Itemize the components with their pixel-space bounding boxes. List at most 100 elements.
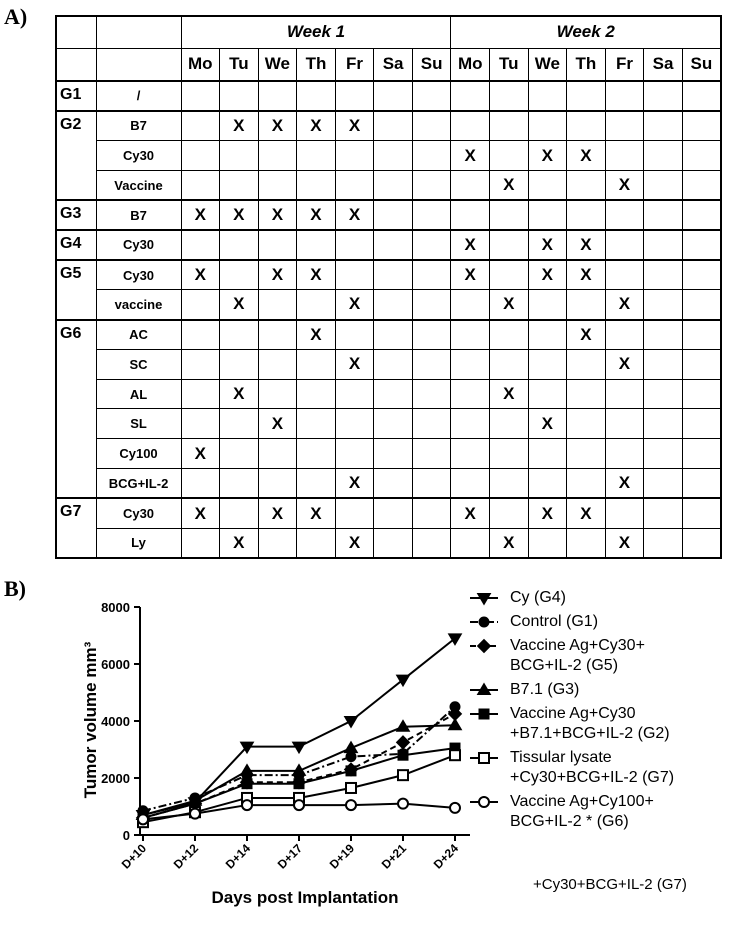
day-cell: X [219,109,259,142]
marker [447,717,463,731]
table-row: G6 AC X X [55,318,722,499]
day-cell [373,169,413,201]
marker [241,799,253,812]
day-header: Mo [180,47,221,82]
x-tick-label: D+19 [327,841,358,872]
day-cell: X [219,289,259,320]
day-cell: X [257,109,298,142]
panel-label: B) [4,576,26,601]
day-cell [450,169,490,201]
group-label: G4 [55,229,97,261]
schedule-mark: X [194,503,206,523]
marker [447,633,463,646]
day-cell [643,289,683,320]
day-cell [566,348,606,380]
schedule-mark: X [348,354,361,374]
day-cell [527,289,568,320]
legend-label: Cy (G4) [510,589,566,606]
header-row: Mo Tu We Th Fr Sa Su Mo Tu We Th Fr Sa Su [55,47,722,82]
schedule-mark: X [580,265,592,285]
schedule-mark: X [233,532,245,552]
x-tick-label: D+10 [119,841,150,872]
schedule-mark: X [271,205,284,225]
marker [291,741,307,755]
day-cell [411,80,452,112]
day-cell [257,348,298,380]
day-cell: X [180,438,221,470]
day-cell: X [566,318,606,350]
treatment: BCG+IL-2 [95,468,182,499]
schedule-mark: X [464,265,476,285]
legend-sample [470,752,498,764]
marker [395,719,411,732]
legend-label: Control (G1) [510,613,599,630]
day-cell [411,109,452,142]
day-cell: X [180,199,221,231]
x-tick-label: D+17 [275,841,306,872]
day-cell: X [296,318,336,350]
schedule-mark: X [464,234,476,254]
day-cell [643,109,683,142]
marker [293,778,305,790]
day-cell: X [604,527,645,559]
day-cell [257,527,298,559]
schedule-mark: X [503,294,515,314]
marker [291,763,307,776]
schedule-mark: X [580,145,592,165]
day-cell [180,318,221,350]
y-axis-label: Tumor volume mm³ [81,641,100,798]
day-cell [296,169,336,201]
treatment: B7 [95,109,182,142]
day-cell [257,438,298,470]
y-tick-label: 8000 [101,600,130,615]
day-cell [450,318,490,350]
day-cell [257,140,298,171]
y-tick-label: 0 [123,828,130,843]
marker [345,765,357,777]
y-tick-label: 6000 [101,657,130,672]
schedule-mark: X [310,265,322,285]
legend-label: Vaccine Ag+Cy100+ BCG+IL-2 * (G6) [510,793,654,830]
schedule-mark: X [310,205,322,225]
day-cell [411,169,452,201]
day-cell [604,497,645,529]
schedule-mark: X [233,115,245,135]
day-cell: X [566,140,606,171]
day-header: Th [296,47,336,82]
day-cell [681,140,722,171]
day-header: Su [411,47,452,82]
day-cell [566,527,606,559]
schedule-mark: X [464,503,476,523]
schedule-mark: X [541,234,554,254]
day-cell [257,289,298,320]
day-cell: X [604,289,645,320]
y-tick-label: 4000 [101,714,130,729]
marker [476,593,492,606]
day-cell [527,438,568,470]
day-cell: X [219,199,259,231]
day-cell: X [180,258,221,291]
marker [449,801,461,814]
day-cell: X [450,140,490,171]
marker [478,616,490,628]
day-cell [643,438,683,470]
day-cell [643,348,683,380]
marker [239,741,255,755]
day-cell: X [450,229,490,261]
day-cell [334,258,375,291]
day-cell: X [296,258,336,291]
panel-label: A) [4,4,28,29]
day-cell [450,109,490,142]
schedule-mark: X [348,532,361,552]
schedule-mark: X [348,205,361,225]
day-cell [643,169,683,201]
day-cell [527,527,568,559]
schedule-mark: X [503,175,515,195]
day-cell: X [566,258,606,291]
day-cell: X [489,527,529,559]
day-cell [257,229,298,261]
legend: Cy (G4) Control (G1) Vaccine Ag+Cy30+ BCG+… [468,588,674,832]
marker [397,769,409,782]
legend-sample [470,616,498,628]
schedule-mark: X [271,413,284,433]
